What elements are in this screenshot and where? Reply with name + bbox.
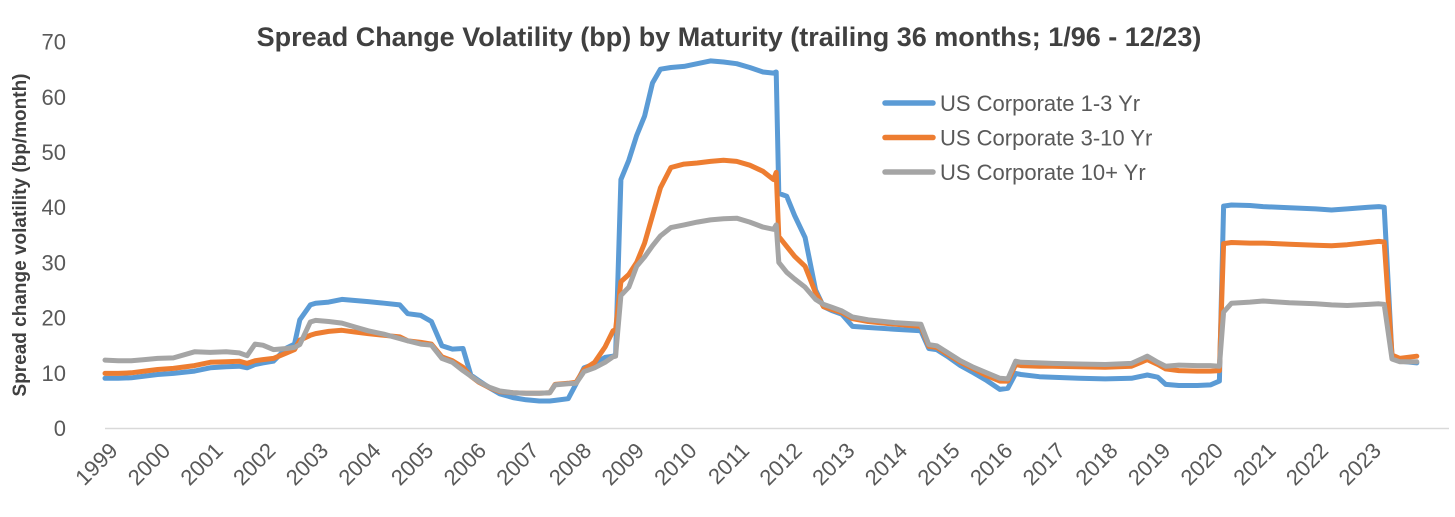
y-tick-label-30: 30 xyxy=(42,250,66,275)
x-tick-label-2000: 2000 xyxy=(123,438,175,490)
chart-title: Spread Change Volatility (bp) by Maturit… xyxy=(257,22,1202,52)
y-tick-label-50: 50 xyxy=(42,140,66,165)
x-tick-label-2019: 2019 xyxy=(1123,438,1175,490)
x-axis-tick-labels: 1999 2000 2001 2002 2003 2004 2005 2006 2007 2008… xyxy=(70,438,1386,490)
x-tick-label-2014: 2014 xyxy=(860,438,912,490)
x-tick-label-2017: 2017 xyxy=(1018,438,1070,490)
series-line-us-corporate-10-yr xyxy=(102,215,1420,396)
x-tick-label-2005: 2005 xyxy=(386,438,438,490)
y-tick-label-0: 0 xyxy=(54,416,66,441)
legend: US Corporate 1-3 Yr US Corporate 3-10 Yr U… xyxy=(882,91,1152,185)
x-tick-label-2011: 2011 xyxy=(703,438,754,489)
x-tick-label-2013: 2013 xyxy=(807,438,859,490)
x-tick-label-2015: 2015 xyxy=(912,438,964,490)
x-tick-label-2002: 2002 xyxy=(228,438,280,490)
x-tick-label-2007: 2007 xyxy=(491,438,543,490)
legend-item-us-corporate-10-yr: US Corporate 10+ Yr xyxy=(882,160,1146,185)
series-lines xyxy=(102,58,1420,404)
y-tick-label-40: 40 xyxy=(42,195,66,220)
legend-label-us-corporate-10-yr: US Corporate 10+ Yr xyxy=(940,160,1146,185)
x-tick-label-2001: 2001 xyxy=(176,438,228,490)
y-tick-label-10: 10 xyxy=(42,361,66,386)
y-tick-label-70: 70 xyxy=(42,30,66,55)
legend-label-us-corporate-1-3-yr: US Corporate 1-3 Yr xyxy=(940,91,1140,116)
y-tick-label-60: 60 xyxy=(42,85,66,110)
x-tick-label-2008: 2008 xyxy=(544,438,596,490)
y-tick-label-20: 20 xyxy=(42,306,66,331)
x-tick-label-2022: 2022 xyxy=(1281,438,1333,490)
x-tick-label-2021: 2021 xyxy=(1228,438,1280,490)
x-tick-label-2010: 2010 xyxy=(649,438,701,490)
x-tick-label-2023: 2023 xyxy=(1334,438,1386,490)
x-tick-label-2003: 2003 xyxy=(281,438,333,490)
x-tick-label-2006: 2006 xyxy=(439,438,491,490)
x-tick-label-2020: 2020 xyxy=(1176,438,1228,490)
legend-label-us-corporate-3-10-yr: US Corporate 3-10 Yr xyxy=(940,126,1152,151)
legend-item-us-corporate-1-3-yr: US Corporate 1-3 Yr xyxy=(882,91,1140,116)
x-tick-label-2012: 2012 xyxy=(755,438,807,490)
x-tick-label-2009: 2009 xyxy=(597,438,649,490)
x-tick-label-1999: 1999 xyxy=(70,438,122,490)
legend-item-us-corporate-3-10-yr: US Corporate 3-10 Yr xyxy=(882,126,1152,151)
y-axis-title: Spread change volatility (bp/month) xyxy=(10,73,31,396)
x-tick-label-2004: 2004 xyxy=(333,438,385,490)
x-tick-label-2018: 2018 xyxy=(1070,438,1122,490)
y-axis-tick-labels: 0 10 20 30 40 50 60 70 xyxy=(42,30,66,441)
series-line-us-corporate-1-3-yr xyxy=(102,58,1420,404)
x-tick-label-2016: 2016 xyxy=(965,438,1017,490)
